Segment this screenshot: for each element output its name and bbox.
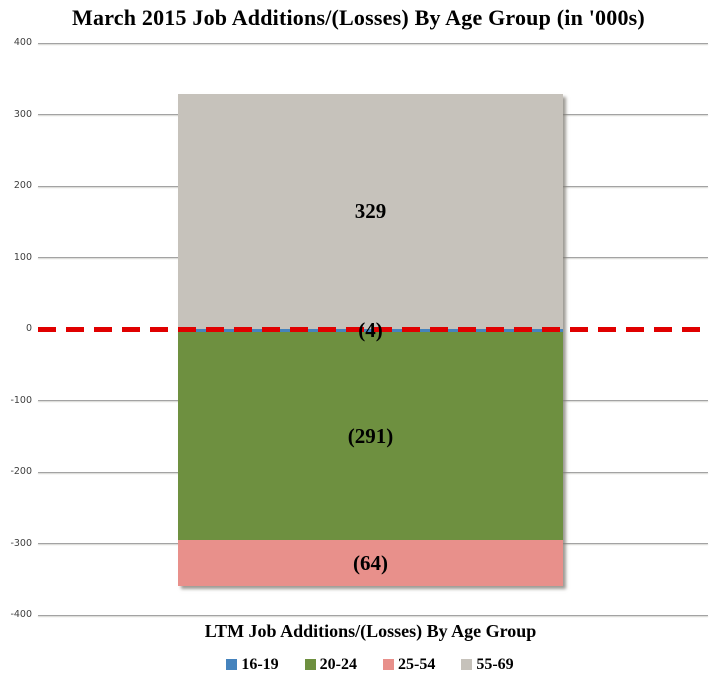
legend-item-25-54: 25-54	[383, 656, 435, 674]
y-tick-label: -100	[10, 394, 32, 406]
legend-item-55-69: 55-69	[461, 656, 514, 674]
chart-title: March 2015 Job Additions/(Losses) By Age…	[72, 5, 645, 30]
x-axis-label: LTM Job Additions/(Losses) By Age Group	[204, 621, 537, 641]
data-label-16-19: (4)	[358, 318, 383, 343]
gridline	[38, 42, 708, 44]
bar-segment-20-24	[178, 331, 563, 540]
legend-swatch-icon	[461, 659, 473, 670]
data-label-20-24: (291)	[347, 423, 394, 448]
y-tick-label: 400	[13, 37, 32, 48]
legend-label: 25-54	[398, 656, 436, 673]
y-tick-label: -300	[10, 537, 32, 549]
y-tick-label: 100	[13, 251, 32, 263]
data-label-25-54: (64)	[353, 550, 388, 575]
gridline	[38, 614, 708, 616]
y-tick-label: 200	[13, 180, 32, 191]
legend-label: 55-69	[476, 656, 514, 673]
y-axis: 400 300 200 100 0 -100 -200 -300 -400	[0, 37, 32, 620]
y-tick-label: 0	[25, 323, 32, 334]
legend-swatch-icon	[383, 659, 394, 670]
bar-segment-55-69	[178, 93, 563, 329]
bar-stack	[178, 93, 563, 586]
legend-item-20-24: 20-24	[304, 656, 357, 674]
legend-item-16-19: 16-19	[226, 656, 279, 674]
y-tick-label: 300	[13, 108, 32, 120]
legend-label: 16-19	[241, 656, 279, 673]
bar-segment-25-54	[178, 539, 563, 586]
legend-label: 20-24	[319, 656, 357, 673]
zero-line	[38, 326, 708, 332]
plot-area: (4) (291) (64) 329	[38, 42, 708, 616]
legend-swatch-icon	[226, 659, 238, 670]
legend-swatch-icon	[304, 659, 316, 670]
data-label-55-69: 329	[354, 199, 387, 224]
y-tick-label: -400	[10, 609, 32, 620]
legend: 16-19 20-24 25-54 55-69	[0, 656, 717, 674]
y-tick-label: -200	[10, 466, 32, 477]
